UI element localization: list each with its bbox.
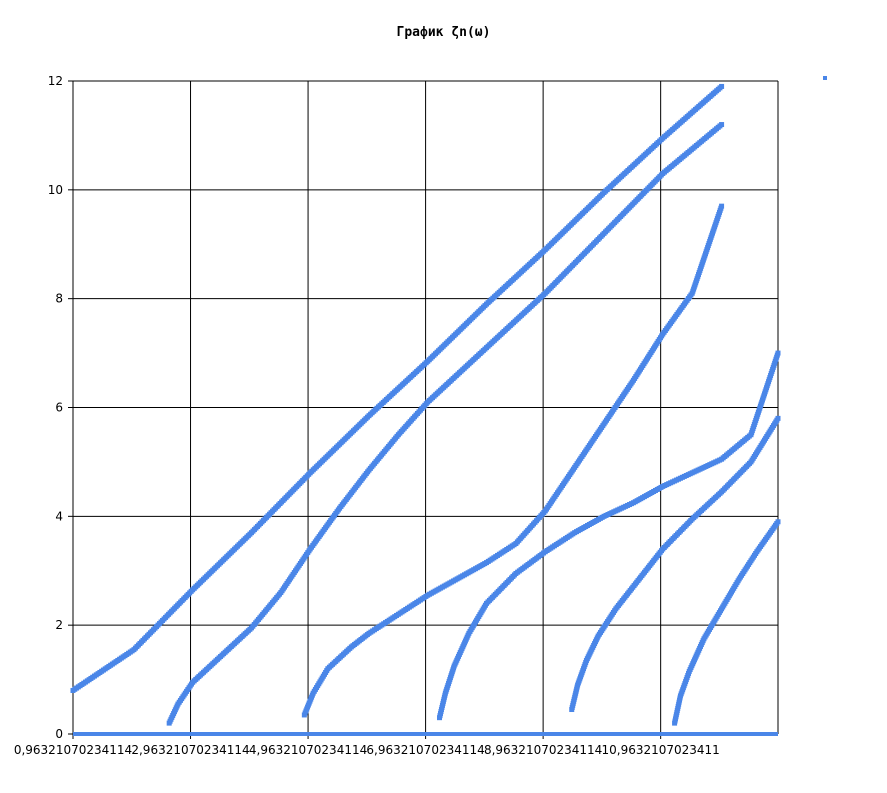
chart-title: График ζn(ω) — [396, 25, 491, 40]
data-point — [719, 203, 725, 209]
series-2 — [301, 203, 725, 718]
series-points — [70, 83, 781, 736]
data-point — [775, 415, 781, 421]
data-point — [719, 122, 725, 128]
x-tick-label: 8,96321070234114 — [484, 743, 602, 757]
y-tick-label: 8 — [55, 292, 63, 306]
y-tick-label: 2 — [55, 618, 63, 632]
y-tick-label: 0 — [55, 727, 63, 741]
x-tick-label: 2,96321070234114 — [131, 743, 249, 757]
x-tick-labels: 0,96321070234114 2,96321070234114 4,963210… — [14, 743, 720, 757]
y-tick-label: 4 — [55, 509, 63, 523]
x-tick-label: 6,96321070234114 — [366, 743, 484, 757]
x-tick-label: 4,96321070234114 — [249, 743, 367, 757]
data-point — [719, 83, 725, 89]
data-point — [775, 519, 781, 525]
series-1 — [166, 122, 725, 726]
data-point — [775, 350, 781, 356]
x-tick-label: 0,96321070234114 — [14, 743, 132, 757]
y-tick-label: 12 — [48, 74, 63, 88]
legend — [823, 76, 827, 80]
y-tick-label: 10 — [48, 183, 63, 197]
series-4 — [569, 415, 781, 713]
y-tick-label: 6 — [55, 401, 63, 415]
legend-marker — [823, 76, 827, 80]
series-5 — [672, 519, 781, 726]
x-tick-label: 10,9632107023411 — [601, 743, 719, 757]
y-tick-labels: 0 2 4 6 8 10 12 — [48, 74, 63, 741]
series-0 — [70, 83, 725, 693]
series-3 — [437, 350, 781, 721]
